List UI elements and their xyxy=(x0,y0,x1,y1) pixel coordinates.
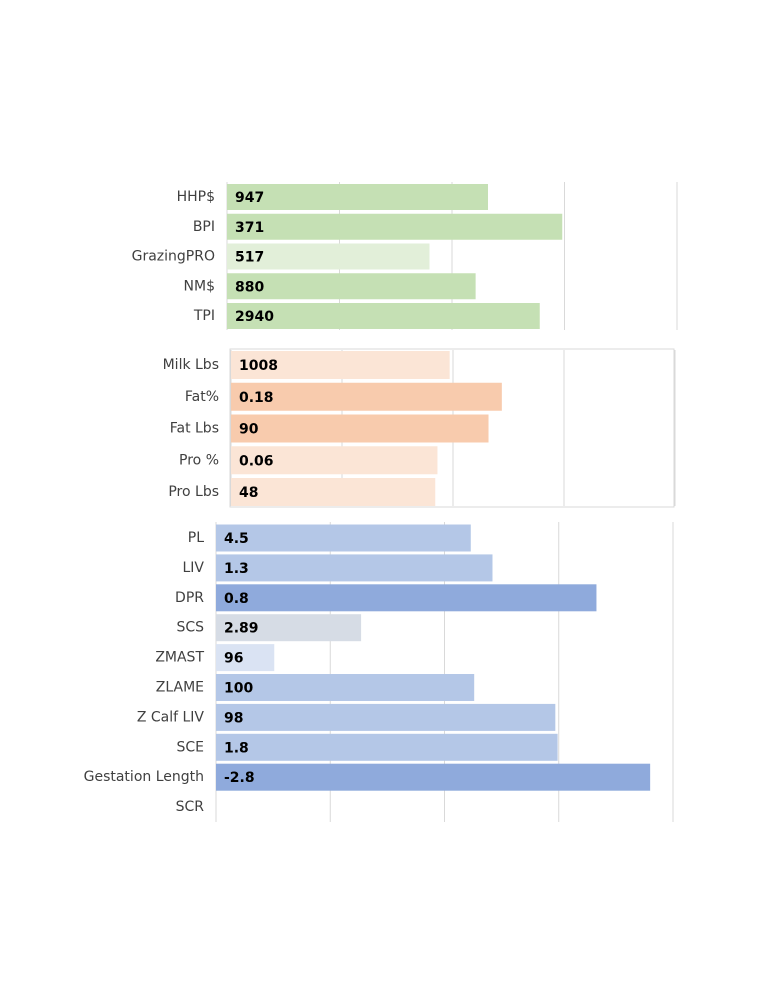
bar xyxy=(227,213,563,240)
bar xyxy=(216,554,493,582)
value-label: 100 xyxy=(224,681,253,697)
category-label: Fat% xyxy=(185,389,219,405)
bar xyxy=(227,303,540,329)
bar xyxy=(231,414,489,443)
category-label: SCR xyxy=(176,799,205,815)
value-label: 2.89 xyxy=(224,621,259,637)
category-label: TPI xyxy=(193,308,215,324)
category-label: LIV xyxy=(182,560,204,576)
category-label: Milk Lbs xyxy=(163,357,219,373)
category-label: SCE xyxy=(176,739,204,755)
value-label: 371 xyxy=(235,220,264,236)
category-label: Gestation Length xyxy=(84,769,204,785)
value-label: 4.5 xyxy=(224,531,249,547)
category-label: Z Calf LIV xyxy=(137,709,205,725)
category-label: Pro % xyxy=(179,452,219,468)
value-label: 947 xyxy=(235,190,264,206)
category-label: SCS xyxy=(176,620,204,636)
bar xyxy=(216,524,471,552)
value-label: 48 xyxy=(239,485,258,501)
bar xyxy=(216,584,597,612)
bar xyxy=(231,478,436,506)
bar xyxy=(231,382,502,411)
value-label: 0.06 xyxy=(239,453,274,469)
category-label: BPI xyxy=(193,219,215,235)
bar xyxy=(216,703,556,731)
category-label: ZMAST xyxy=(155,650,204,666)
bar xyxy=(216,733,558,761)
bar xyxy=(227,184,488,210)
bar xyxy=(216,614,362,642)
bar xyxy=(231,446,438,475)
value-label: 0.18 xyxy=(239,390,274,406)
value-label: 96 xyxy=(224,651,243,667)
category-label: Fat Lbs xyxy=(170,421,219,437)
category-label: ZLAME xyxy=(156,680,204,696)
value-label: -2.8 xyxy=(224,770,255,786)
value-label: 1.8 xyxy=(224,740,249,756)
bar xyxy=(231,351,450,379)
value-label: 1008 xyxy=(239,358,278,374)
value-label: 880 xyxy=(235,279,264,295)
category-label: Pro Lbs xyxy=(168,484,219,500)
category-label: PL xyxy=(188,530,204,546)
value-label: 98 xyxy=(224,710,243,726)
panel-frame xyxy=(229,348,675,508)
value-label: 2940 xyxy=(235,309,274,325)
value-label: 517 xyxy=(235,250,264,266)
bar xyxy=(216,644,275,672)
bar xyxy=(227,273,476,300)
value-label: 0.8 xyxy=(224,591,249,607)
category-label: HHP$ xyxy=(177,189,215,205)
bar xyxy=(216,674,475,701)
value-label: 90 xyxy=(239,422,259,438)
category-label: NM$ xyxy=(184,278,215,294)
category-label: DPR xyxy=(175,590,204,606)
value-label: 1.3 xyxy=(224,561,249,577)
bar xyxy=(216,763,651,791)
bar xyxy=(227,243,430,270)
category-label: GrazingPRO xyxy=(132,249,215,265)
